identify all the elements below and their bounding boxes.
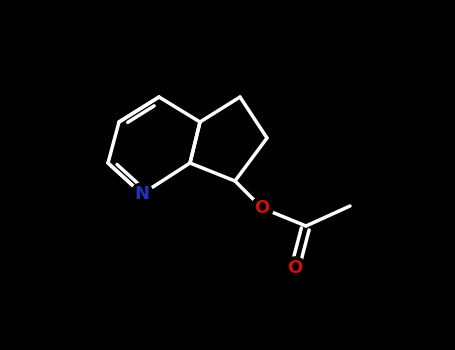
Circle shape [284,257,306,279]
Text: O: O [254,199,270,217]
Circle shape [251,197,273,219]
Circle shape [131,183,153,205]
Text: N: N [135,185,150,203]
Text: O: O [288,259,303,277]
